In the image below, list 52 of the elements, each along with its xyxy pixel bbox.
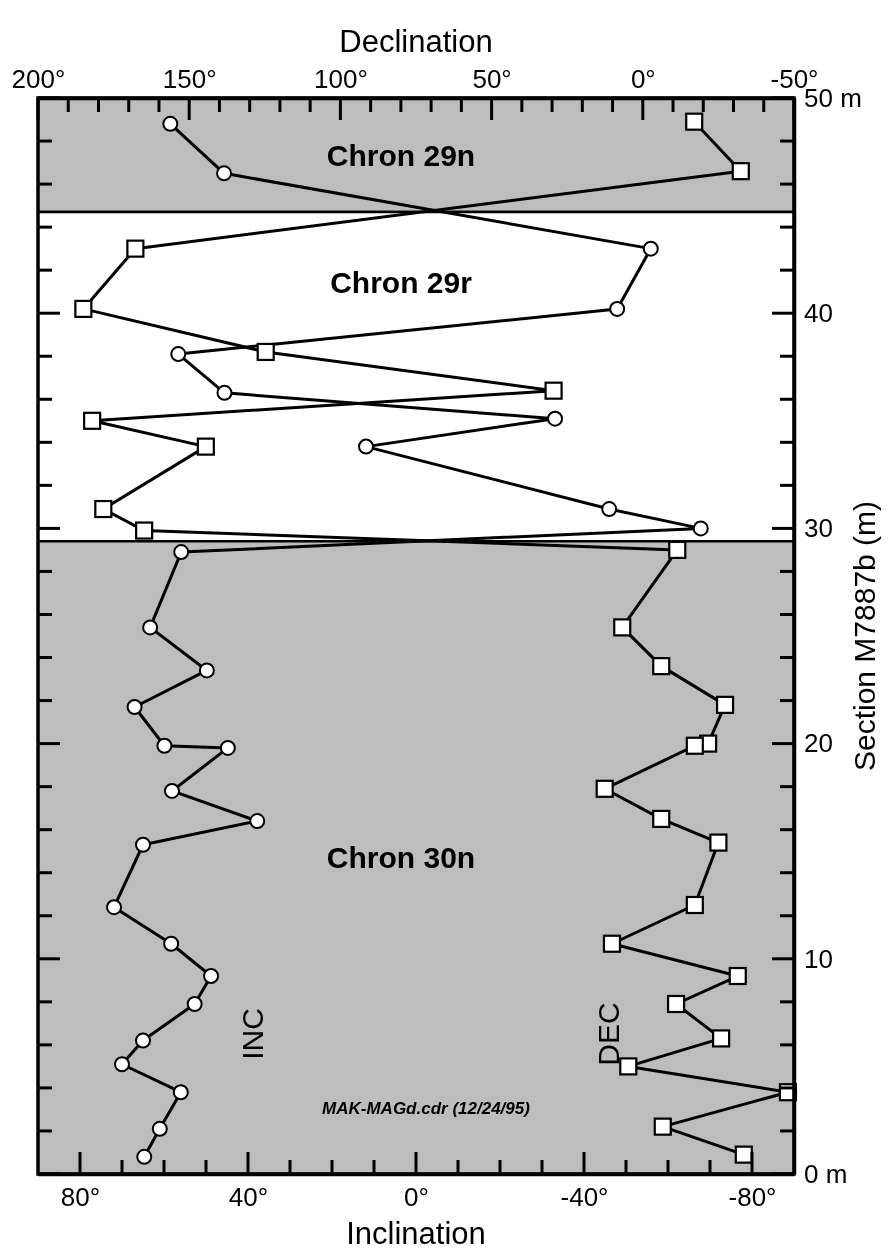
point [170,346,187,363]
point [186,995,203,1012]
x2-tick-label: 0° [630,64,656,94]
point [358,438,375,455]
point [106,899,123,916]
point [692,520,709,537]
point [135,1032,151,1049]
y-tick-label: 10 [804,943,833,974]
point [172,1084,189,1101]
point [135,836,151,853]
x2-axis-title: Declination [339,24,493,59]
text: DEC [591,1002,625,1066]
point [162,115,179,132]
point [173,544,190,561]
band-label: Chron 29r [330,265,473,299]
point [609,300,626,317]
point [249,813,266,830]
x-axis-title: Inclination [346,1216,486,1251]
y-tick-label: 20 [804,728,833,759]
point [219,739,236,756]
x-tick-label: -40° [560,1182,609,1213]
x2-tick-label: 150° [162,64,217,94]
point [601,501,618,518]
x-tick-label: 0° [404,1182,429,1213]
x2-tick-label: 50° [472,64,512,94]
point [126,699,143,716]
annotation: MAK-MAGd.cdr (12/24/95) [322,1099,531,1118]
y-tick-label: 30 [804,513,833,544]
x-tick-label: 80° [60,1182,101,1213]
point [198,662,215,679]
x2-tick-label: 200° [11,64,66,94]
point [163,935,180,952]
band-label: Chron 29n [326,138,476,172]
point [156,737,173,754]
point [216,384,233,401]
band-label: Chron 30n [326,841,476,875]
point [142,619,159,636]
point [216,165,233,182]
point [163,782,180,799]
x-tick-label: 40° [228,1182,269,1213]
point [136,1148,153,1165]
point [114,1056,130,1073]
y-tick-label: 40 [804,298,833,329]
point [203,968,220,985]
y-axis-title: Section M7887b (m) [847,500,881,772]
x-tick-label: -80° [728,1182,777,1213]
y-tick-label: 0 m [804,1158,848,1189]
point [642,240,659,257]
point [151,1120,168,1137]
point [547,410,564,427]
x2-tick-label: 100° [314,64,368,94]
text: INC [235,1008,269,1060]
